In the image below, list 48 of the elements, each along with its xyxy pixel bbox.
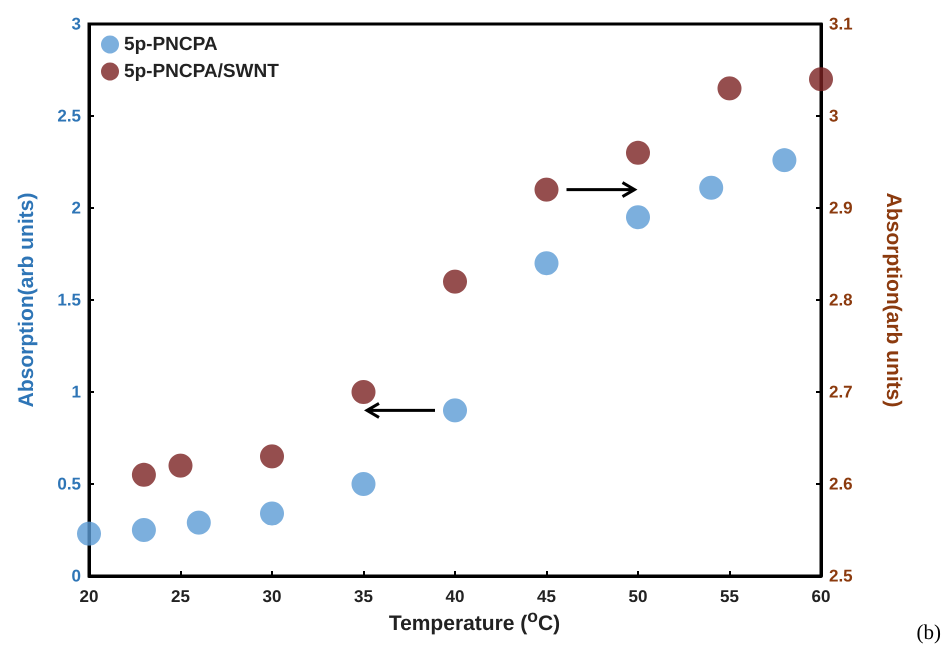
point: [534, 178, 558, 202]
point: [772, 148, 796, 172]
point: [443, 398, 467, 422]
point: [77, 522, 101, 546]
y2-tick-label: 3.1: [829, 14, 853, 34]
point: [260, 444, 284, 468]
y2-axis-title: Absorption(arb units): [882, 192, 905, 408]
point: [626, 140, 650, 165]
y-tick-label: 1: [72, 382, 81, 402]
y-tick-label: 3: [72, 14, 81, 34]
legend-label: 5p-PNCPA/SWNT: [124, 61, 280, 82]
point: [168, 454, 192, 478]
point: [132, 518, 156, 542]
y-tick-label: 2.5: [57, 106, 81, 126]
y-tick-label: 2: [72, 198, 81, 218]
legend-label: 5p-PNCPA: [124, 34, 218, 55]
point: [260, 501, 284, 526]
point: [132, 462, 156, 487]
point: [443, 270, 467, 294]
point: [626, 205, 650, 230]
point: [718, 76, 742, 100]
text: (b): [916, 620, 941, 645]
x-tick-label: 50: [628, 587, 648, 606]
point: [699, 176, 724, 200]
y-tick-label: 1.5: [57, 290, 81, 310]
y2-tick-label: 2.8: [829, 290, 853, 310]
y2-tick-label: 2.9: [829, 198, 853, 218]
y2-tick-label: 2.6: [829, 474, 853, 494]
x-tick-label: 60: [812, 587, 830, 606]
y-axis-title: Absorption(arb units): [15, 192, 38, 408]
y2-tick-label: 2.7: [829, 382, 853, 402]
x-axis-title: Temperature ($^{o}$C): [388, 606, 560, 635]
x-tick-label: 20: [80, 587, 98, 606]
x-tick-label: 55: [720, 587, 739, 606]
x-tick-label: 25: [171, 587, 190, 606]
point: [534, 251, 558, 276]
point: [809, 67, 833, 92]
x-tick-label: 40: [446, 587, 464, 606]
x-tick-label: 35: [354, 587, 373, 606]
y-tick-label: 0: [72, 566, 81, 586]
point: [186, 510, 211, 535]
x-tick-label: 45: [537, 587, 556, 606]
y-tick-label: 0.5: [57, 474, 81, 494]
x-tick-label: 30: [262, 587, 282, 606]
point: [352, 380, 376, 404]
y2-tick-label: 2.5: [829, 566, 853, 586]
y2-tick-label: 3: [829, 106, 838, 126]
point: [352, 472, 376, 496]
